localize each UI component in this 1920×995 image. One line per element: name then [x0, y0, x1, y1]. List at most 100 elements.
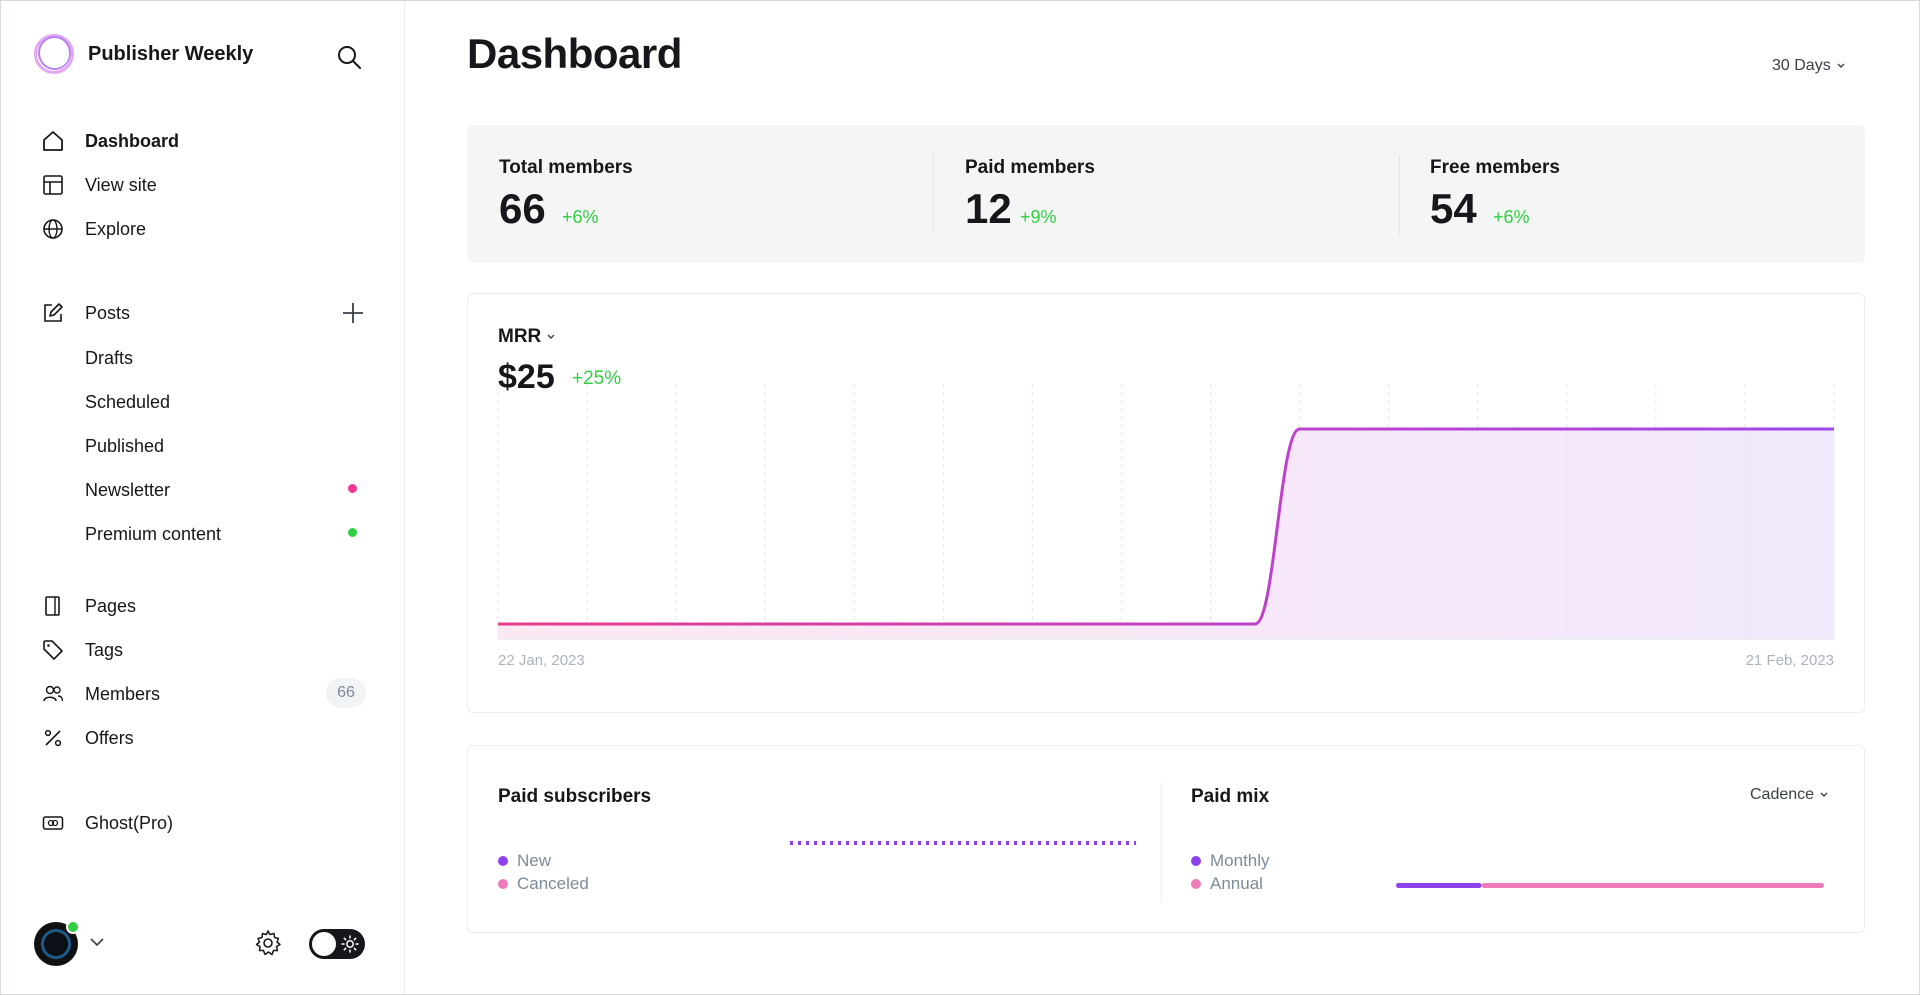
page-title: Dashboard: [467, 30, 682, 77]
sidebar-item-label: Drafts: [85, 347, 134, 368]
members-count-badge: 66: [326, 678, 366, 708]
sidebar-item-newsletter[interactable]: Newsletter: [85, 476, 375, 504]
legend-monthly: Monthly: [1191, 851, 1270, 871]
sidebar-item-label: Published: [85, 435, 165, 456]
chevron-down-icon: [1820, 792, 1828, 797]
paid-subscribers-sparkline: [790, 841, 1136, 845]
mrr-chart: [497, 384, 1835, 640]
mrr-card: MRR $25 +25% 22 Jan, 2023 21 Feb, 2023: [467, 293, 1865, 713]
paid-mix-bar: [1396, 883, 1824, 888]
sidebar-item-dashboard[interactable]: Dashboard: [41, 126, 371, 156]
legend-swatch: [1191, 856, 1201, 866]
stat-value: 66: [499, 185, 546, 232]
pages-icon: [41, 594, 65, 618]
legend-swatch: [498, 879, 508, 889]
x-axis-end-label: 21 Feb, 2023: [1745, 652, 1834, 669]
member-stats-card: Total members 66 +6% Paid members 12 +9%…: [467, 125, 1865, 263]
brand[interactable]: Publisher Weekly: [34, 34, 253, 74]
legend-label: Monthly: [1210, 851, 1270, 870]
sidebar-item-members[interactable]: Members: [41, 679, 371, 709]
chevron-down-icon: [547, 334, 555, 339]
percent-icon: [41, 726, 65, 750]
legend-canceled: Canceled: [498, 874, 589, 894]
brand-logo: [34, 34, 74, 74]
sidebar: Publisher Weekly Dashboard View site Exp…: [1, 1, 405, 994]
mrr-delta: +25%: [572, 368, 622, 389]
sidebar-item-label: Scheduled: [85, 391, 171, 412]
legend-annual: Annual: [1191, 874, 1263, 894]
toggle-knob: [312, 932, 336, 956]
sidebar-item-label: Offers: [85, 727, 134, 748]
legend-label: Annual: [1210, 874, 1263, 893]
paid-breakdown-card: Paid subscribers New Canceled Paid mix C…: [467, 745, 1865, 933]
stat-label: Paid members: [965, 157, 1095, 178]
sidebar-item-view-site[interactable]: View site: [41, 170, 371, 200]
stat-value: 54: [1430, 185, 1477, 232]
sidebar-item-posts[interactable]: Posts: [41, 298, 371, 328]
sidebar-item-published[interactable]: Published: [85, 432, 375, 460]
layout-icon: [41, 173, 65, 197]
sidebar-item-label: Ghost(Pro): [85, 812, 174, 833]
stat-delta: +6%: [1493, 207, 1530, 227]
gear-icon[interactable]: [253, 928, 283, 958]
date-range-label: 30 Days: [1772, 57, 1831, 74]
sidebar-item-label: Newsletter: [85, 479, 171, 500]
credit-card-icon: [41, 811, 65, 835]
edit-icon: [41, 301, 65, 325]
mrr-title: MRR: [498, 326, 542, 347]
sidebar-item-premium-content[interactable]: Premium content: [85, 520, 375, 548]
legend-label: Canceled: [517, 874, 589, 893]
stat-divider: [933, 155, 934, 235]
legend-new: New: [498, 851, 551, 871]
premium-status-dot: [348, 528, 357, 537]
sidebar-item-tags[interactable]: Tags: [41, 635, 371, 665]
paid-mix-annual-segment: [1481, 883, 1824, 888]
sun-icon: [341, 935, 359, 953]
stat-delta: +9%: [1020, 207, 1057, 227]
sidebar-item-explore[interactable]: Explore: [41, 214, 371, 244]
cadence-label: Cadence: [1750, 786, 1815, 803]
avatar[interactable]: [34, 920, 80, 966]
sidebar-item-label: Pages: [85, 595, 137, 616]
chevron-down-icon: [1837, 63, 1845, 68]
globe-icon: [41, 217, 65, 241]
x-axis-start-label: 22 Jan, 2023: [498, 652, 585, 669]
mrr-metric-select[interactable]: MRR: [498, 326, 556, 348]
sidebar-item-label: Dashboard: [85, 130, 180, 151]
theme-toggle[interactable]: [309, 929, 365, 959]
sidebar-item-scheduled[interactable]: Scheduled: [85, 388, 375, 416]
stat-divider: [1399, 155, 1400, 235]
sidebar-item-label: Posts: [85, 302, 131, 323]
newsletter-status-dot: [348, 484, 357, 493]
sidebar-item-drafts[interactable]: Drafts: [85, 344, 375, 372]
members-icon: [41, 682, 65, 706]
sidebar-item-label: Explore: [85, 218, 147, 239]
paid-mix-monthly-segment: [1396, 883, 1482, 888]
sidebar-item-label: Tags: [85, 639, 124, 660]
stat-label: Total members: [499, 157, 633, 178]
date-range-select[interactable]: 30 Days: [1772, 57, 1846, 75]
sidebar-item-ghost-pro[interactable]: Ghost(Pro): [41, 808, 371, 838]
online-status-dot: [66, 920, 80, 934]
card-divider: [1161, 782, 1162, 902]
sidebar-item-label: Premium content: [85, 523, 222, 544]
sidebar-item-label: Members: [85, 683, 161, 704]
stat-value: 12: [965, 185, 1012, 232]
mrr-value: $25: [498, 358, 555, 396]
legend-swatch: [498, 856, 508, 866]
search-icon[interactable]: [335, 43, 363, 71]
sidebar-item-pages[interactable]: Pages: [41, 591, 371, 621]
sidebar-item-label: View site: [85, 174, 157, 195]
paid-mix-title: Paid mix: [1191, 786, 1270, 807]
sidebar-item-offers[interactable]: Offers: [41, 723, 371, 753]
legend-label: New: [517, 851, 552, 870]
paid-subscribers-title: Paid subscribers: [498, 786, 652, 807]
home-icon: [41, 129, 65, 153]
tag-icon: [41, 638, 65, 662]
chevron-down-icon[interactable]: [88, 933, 106, 951]
cadence-select[interactable]: Cadence: [1750, 786, 1829, 804]
new-post-plus-icon[interactable]: [341, 301, 365, 325]
mrr-area: [498, 429, 1834, 639]
brand-name: Publisher Weekly: [88, 42, 254, 65]
stat-delta: +6%: [562, 207, 599, 227]
